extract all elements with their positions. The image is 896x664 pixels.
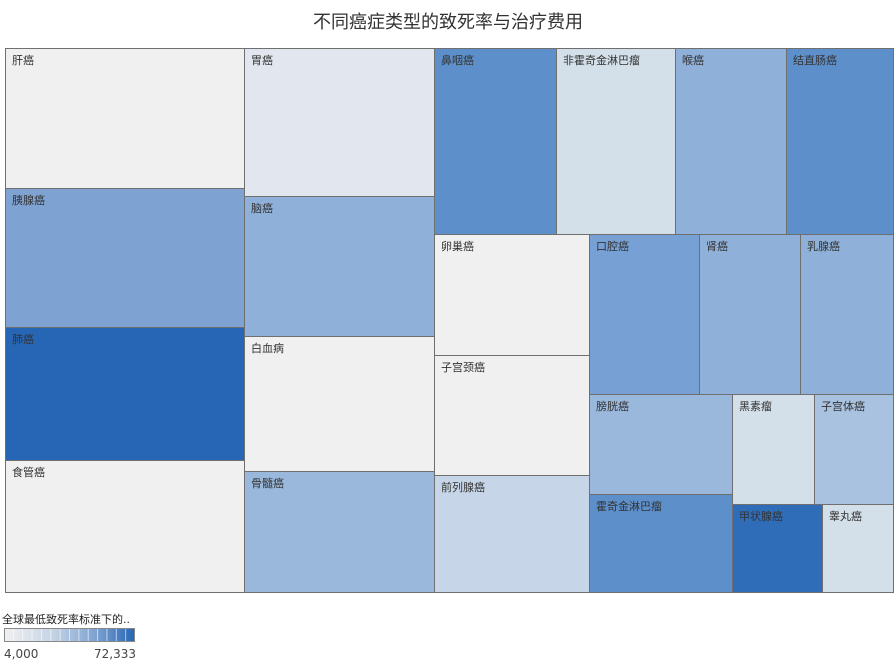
treemap-cell[interactable]: 白血病 xyxy=(244,336,435,472)
treemap-cell[interactable]: 口腔癌 xyxy=(589,234,700,395)
treemap-cell-label: 脑癌 xyxy=(251,201,273,215)
treemap-cell-label: 胃癌 xyxy=(251,53,273,67)
treemap-cell-label: 非霍奇金淋巴瘤 xyxy=(563,53,640,67)
treemap-cell-label: 喉癌 xyxy=(682,53,704,67)
treemap-cell-rect[interactable] xyxy=(5,460,245,593)
treemap-cell-rect[interactable] xyxy=(244,336,435,472)
treemap-cell[interactable]: 甲状腺癌 xyxy=(732,504,823,593)
treemap-cell[interactable]: 卵巢癌 xyxy=(434,234,590,356)
legend-min-label: 4,000 xyxy=(4,647,39,661)
treemap-cell-rect[interactable] xyxy=(675,48,787,235)
treemap-cell-rect[interactable] xyxy=(786,48,894,235)
legend-max-label: 72,333 xyxy=(94,647,136,661)
treemap-cell[interactable]: 子宫颈癌 xyxy=(434,355,590,476)
treemap-cell-rect[interactable] xyxy=(732,504,823,593)
treemap-cell[interactable]: 膀胱癌 xyxy=(589,394,733,495)
treemap-cell-label: 前列腺癌 xyxy=(441,480,485,494)
treemap-cell-rect[interactable] xyxy=(822,504,894,593)
treemap-cell-rect[interactable] xyxy=(434,475,590,593)
treemap-cell[interactable]: 霍奇金淋巴瘤 xyxy=(589,494,733,593)
treemap-cell[interactable]: 脑癌 xyxy=(244,196,435,337)
treemap-cell-rect[interactable] xyxy=(5,48,245,189)
treemap-cell-label: 睾丸癌 xyxy=(829,509,862,523)
treemap-cell-label: 卵巢癌 xyxy=(441,239,474,253)
treemap-cell-label: 口腔癌 xyxy=(596,239,629,253)
treemap-cell-rect[interactable] xyxy=(434,48,557,235)
treemap-cell-label: 结直肠癌 xyxy=(793,53,837,67)
treemap-cell-label: 子宫颈癌 xyxy=(441,360,485,374)
treemap-cell[interactable]: 骨髓癌 xyxy=(244,471,435,593)
treemap-cell-label: 胰腺癌 xyxy=(12,193,45,207)
treemap-cell-label: 食管癌 xyxy=(12,465,45,479)
legend-title: 全球最低致死率标准下的.. xyxy=(2,613,130,626)
treemap-cell-label: 子宫体癌 xyxy=(821,399,865,413)
chart-title: 不同癌症类型的致死率与治疗费用 xyxy=(313,12,583,33)
treemap-cell-label: 骨髓癌 xyxy=(251,476,284,490)
treemap-cell-label: 甲状腺癌 xyxy=(739,509,783,523)
treemap-cell-label: 肝癌 xyxy=(12,53,34,67)
treemap-cell[interactable]: 子宫体癌 xyxy=(814,394,894,505)
treemap-cell-rect[interactable] xyxy=(244,48,435,197)
treemap-cell-rect[interactable] xyxy=(589,494,733,593)
treemap-cell[interactable]: 肺癌 xyxy=(5,327,245,461)
treemap-cell[interactable]: 肝癌 xyxy=(5,48,245,189)
treemap-cell[interactable]: 非霍奇金淋巴瘤 xyxy=(556,48,676,235)
treemap-cell-rect[interactable] xyxy=(5,327,245,461)
treemap-cell-label: 霍奇金淋巴瘤 xyxy=(596,499,662,513)
treemap-cell-label: 肾癌 xyxy=(706,239,728,253)
treemap-cell[interactable]: 乳腺癌 xyxy=(800,234,894,395)
treemap-cell-rect[interactable] xyxy=(556,48,676,235)
treemap-cell[interactable]: 前列腺癌 xyxy=(434,475,590,593)
treemap-cell-label: 膀胱癌 xyxy=(596,399,629,413)
treemap-cell-rect[interactable] xyxy=(589,394,733,495)
treemap-cell[interactable]: 食管癌 xyxy=(5,460,245,593)
treemap-cell-label: 白血病 xyxy=(251,341,284,355)
treemap-cell[interactable]: 黑素瘤 xyxy=(732,394,815,505)
treemap-cell-rect[interactable] xyxy=(244,196,435,337)
treemap-cell-label: 乳腺癌 xyxy=(807,239,840,253)
treemap-cell-rect[interactable] xyxy=(800,234,894,395)
treemap-cell-rect[interactable] xyxy=(732,394,815,505)
treemap-cell-label: 鼻咽癌 xyxy=(441,53,474,67)
treemap-cell[interactable]: 肾癌 xyxy=(699,234,801,395)
treemap-cell[interactable]: 睾丸癌 xyxy=(822,504,894,593)
treemap-cell-label: 黑素瘤 xyxy=(739,399,772,413)
legend-tick-marks xyxy=(12,629,127,641)
treemap-cell-rect[interactable] xyxy=(699,234,801,395)
treemap-cell-rect[interactable] xyxy=(589,234,700,395)
treemap-cell[interactable]: 胃癌 xyxy=(244,48,435,197)
treemap-cell-rect[interactable] xyxy=(814,394,894,505)
treemap-cell-rect[interactable] xyxy=(5,188,245,328)
treemap-cell[interactable]: 胰腺癌 xyxy=(5,188,245,328)
treemap-cell[interactable]: 喉癌 xyxy=(675,48,787,235)
treemap-cell[interactable]: 鼻咽癌 xyxy=(434,48,557,235)
treemap-cell[interactable]: 结直肠癌 xyxy=(786,48,894,235)
treemap-cell-label: 肺癌 xyxy=(12,332,34,346)
